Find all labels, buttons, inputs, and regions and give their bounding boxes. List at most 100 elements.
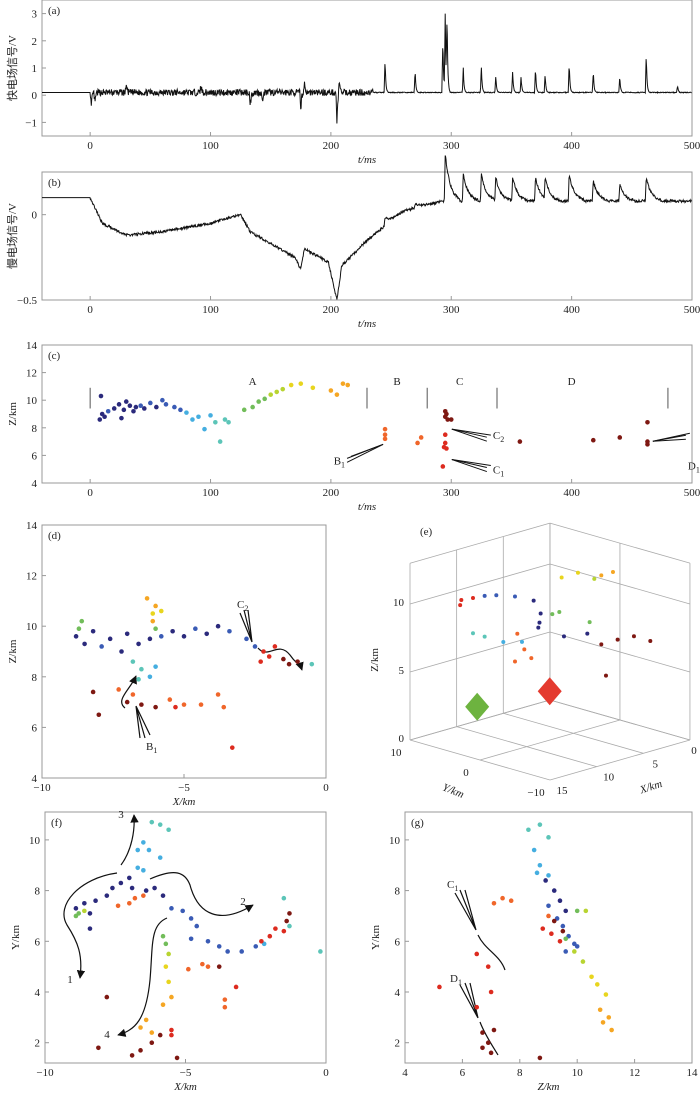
data-point — [500, 895, 505, 901]
annotation-d1: D1 — [450, 973, 462, 987]
panel-a: (a) 0 100 200 300 400 500 −1 0 1 2 3 t/ms 快电场信号/V — [5, 0, 700, 166]
y-tick-label: 12 — [26, 368, 37, 380]
x-tick-label: 400 — [563, 140, 580, 152]
data-point — [216, 964, 222, 969]
data-point — [645, 419, 650, 425]
data-point — [136, 677, 141, 682]
data-point — [537, 822, 543, 827]
data-point — [531, 598, 536, 603]
data-point — [217, 439, 223, 444]
y-axis-title: Z/km — [7, 402, 19, 426]
y-tick-label: 8 — [32, 672, 38, 684]
data-point — [149, 819, 155, 825]
data-point — [141, 868, 146, 873]
arrow-c2 — [239, 609, 253, 643]
data-point — [169, 1027, 174, 1033]
data-point — [540, 926, 546, 931]
z-tick-label: 0 — [399, 733, 405, 745]
data-point — [116, 402, 122, 407]
arrow-d1 — [459, 982, 479, 1019]
x-tick-label: −10 — [36, 1067, 54, 1079]
data-point — [480, 1030, 485, 1035]
x-tick-label: 15 — [557, 785, 569, 797]
x-tick-label: 300 — [443, 304, 460, 316]
grid-line — [409, 699, 551, 741]
data-point — [99, 644, 104, 649]
arrow-label-3: 3 — [118, 809, 124, 821]
data-point — [474, 951, 480, 957]
data-point — [444, 411, 449, 417]
data-point — [470, 595, 475, 600]
arrow-b1 — [135, 705, 151, 739]
y-axis-title: 慢电场信号/V — [5, 203, 19, 269]
annotation-label-subscript: 1 — [696, 465, 700, 474]
annotation-arrow — [451, 459, 488, 473]
data-point — [158, 634, 164, 639]
y-tick-label: 6 — [35, 936, 41, 948]
panel-label: (c) — [48, 350, 61, 362]
y-tick-label: 10 — [29, 835, 41, 847]
data-point — [233, 984, 239, 990]
annotation-label-main: D — [688, 460, 696, 472]
data-point — [382, 432, 388, 438]
grid-line — [549, 739, 691, 781]
annotation-label: D1 — [688, 460, 700, 474]
x-tick-label: 0 — [87, 140, 93, 152]
x-axis-title: X/km — [638, 778, 664, 797]
annotation-arrow — [350, 443, 384, 457]
data-point — [111, 406, 117, 411]
data-point — [102, 414, 107, 420]
data-point — [158, 608, 164, 614]
data-point — [501, 639, 506, 644]
x-tick-label: 10 — [603, 772, 615, 784]
annotation-label-subscript: 1 — [500, 470, 504, 479]
data-point — [133, 404, 139, 410]
stage-label: D — [568, 376, 576, 388]
data-point — [143, 888, 149, 893]
data-point — [104, 893, 110, 898]
data-point — [482, 634, 487, 639]
data-point — [512, 659, 517, 664]
data-point — [382, 426, 388, 432]
data-point — [519, 639, 524, 644]
data-point — [488, 989, 494, 995]
data-point — [590, 437, 596, 443]
data-point — [334, 392, 340, 397]
arrow-2 — [149, 872, 254, 916]
annotation-b1-subscript: 1 — [153, 746, 157, 755]
data-point — [169, 906, 174, 911]
data-point — [205, 939, 211, 944]
data-point — [543, 878, 548, 883]
data-point — [135, 865, 141, 871]
annotation-label: C2 — [493, 430, 504, 444]
panel-g-arrows — [454, 889, 506, 1056]
data-point — [617, 435, 623, 440]
x-tick-label: 200 — [323, 304, 340, 316]
data-point — [157, 1032, 163, 1038]
data-point — [124, 631, 130, 637]
data-point — [130, 659, 136, 664]
y-tick-label: −1 — [25, 117, 37, 129]
stage-label: C — [456, 376, 463, 388]
data-point — [318, 949, 323, 954]
data-point — [445, 417, 450, 422]
data-point — [208, 413, 213, 418]
panel-label: (e) — [420, 526, 433, 538]
data-point — [485, 964, 491, 969]
arrow-b1-path — [121, 675, 137, 709]
data-point — [515, 631, 520, 636]
annotation-label-main: C — [493, 465, 500, 477]
data-point — [583, 908, 589, 914]
data-point — [105, 408, 111, 414]
data-point — [575, 570, 580, 575]
data-point — [474, 1004, 480, 1010]
data-point — [116, 687, 121, 692]
plot-frame — [41, 344, 693, 484]
data-point — [138, 1025, 143, 1030]
x-tick-label: 400 — [563, 304, 580, 316]
y-tick-label: 0 — [32, 210, 38, 222]
data-point — [345, 382, 351, 388]
data-point — [152, 885, 157, 891]
data-point — [267, 933, 273, 939]
